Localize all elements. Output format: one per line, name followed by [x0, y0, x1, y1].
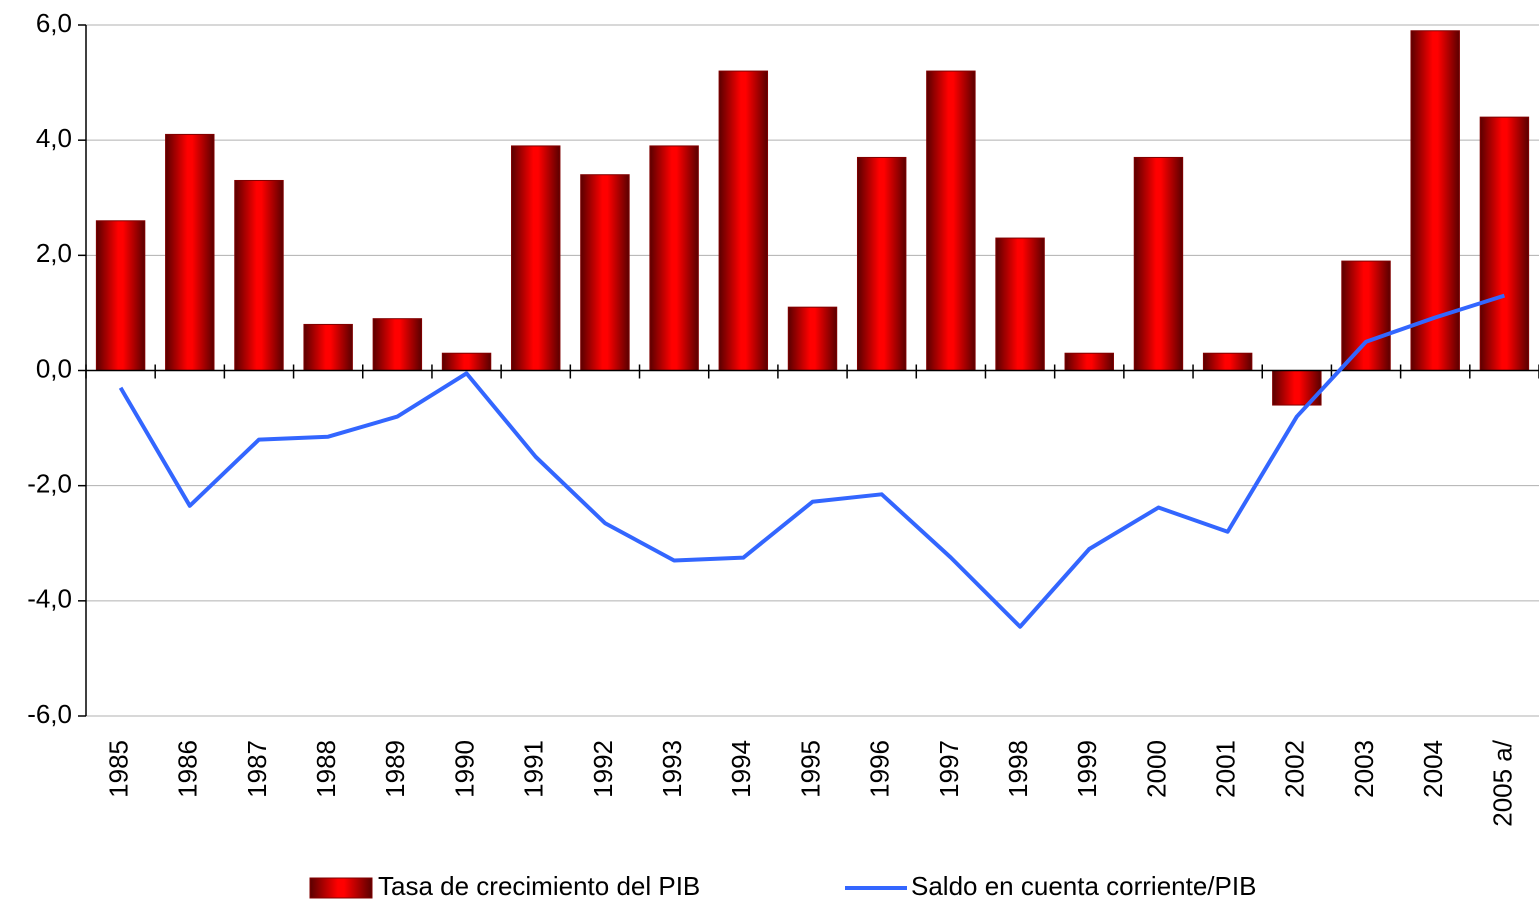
bar [372, 318, 423, 371]
bar [1064, 352, 1114, 372]
x-tick-label: 1992 [588, 740, 618, 798]
x-tick-label: 1989 [380, 740, 410, 798]
x-tick-label: 1986 [173, 740, 203, 798]
bar [649, 145, 699, 371]
bar [165, 133, 215, 371]
x-tick-label: 2002 [1280, 740, 1310, 798]
bar [856, 156, 907, 371]
y-tick-label: -6,0 [27, 699, 72, 729]
legend-swatch [309, 877, 373, 899]
legend-label: Tasa de crecimiento del PIB [378, 871, 700, 901]
bar [303, 323, 353, 371]
x-tick-label: 1996 [865, 740, 895, 798]
y-tick-label: 4,0 [36, 123, 72, 153]
bar [787, 306, 838, 371]
bar [580, 174, 630, 371]
x-tick-label: 1990 [449, 740, 479, 798]
bar [1479, 116, 1530, 371]
x-tick-label: 2005 a/ [1487, 739, 1517, 827]
x-tick-label: 1998 [1003, 740, 1033, 798]
bar [1341, 260, 1391, 372]
x-tick-label: 1993 [657, 740, 687, 798]
x-tick-label: 1994 [726, 740, 756, 798]
bar [1133, 156, 1184, 371]
x-tick-label: 1987 [242, 740, 272, 798]
bar [511, 145, 561, 371]
legend-label: Saldo en cuenta corriente/PIB [911, 871, 1256, 901]
bar [1410, 30, 1460, 372]
x-tick-label: 1997 [934, 740, 964, 798]
bar [926, 70, 976, 371]
x-tick-label: 1988 [311, 740, 341, 798]
bar [95, 220, 146, 371]
x-tick-label: 1999 [1072, 740, 1102, 798]
x-tick-label: 2004 [1418, 740, 1448, 798]
y-tick-label: 6,0 [36, 8, 72, 38]
y-tick-label: 0,0 [36, 353, 72, 383]
x-tick-label: 1995 [795, 740, 825, 798]
bar [995, 237, 1045, 371]
y-tick-label: 2,0 [36, 238, 72, 268]
bar [234, 179, 284, 371]
x-tick-label: 1985 [103, 740, 133, 798]
x-tick-label: 2000 [1141, 740, 1171, 798]
y-tick-label: -2,0 [27, 469, 72, 499]
bar [718, 70, 769, 371]
y-tick-label: -4,0 [27, 584, 72, 614]
bar [1202, 352, 1253, 372]
line [118, 293, 1506, 629]
x-tick-label: 2003 [1349, 740, 1379, 798]
bar [441, 352, 492, 372]
x-tick-label: 1991 [519, 740, 549, 798]
x-tick-label: 2001 [1211, 740, 1241, 798]
